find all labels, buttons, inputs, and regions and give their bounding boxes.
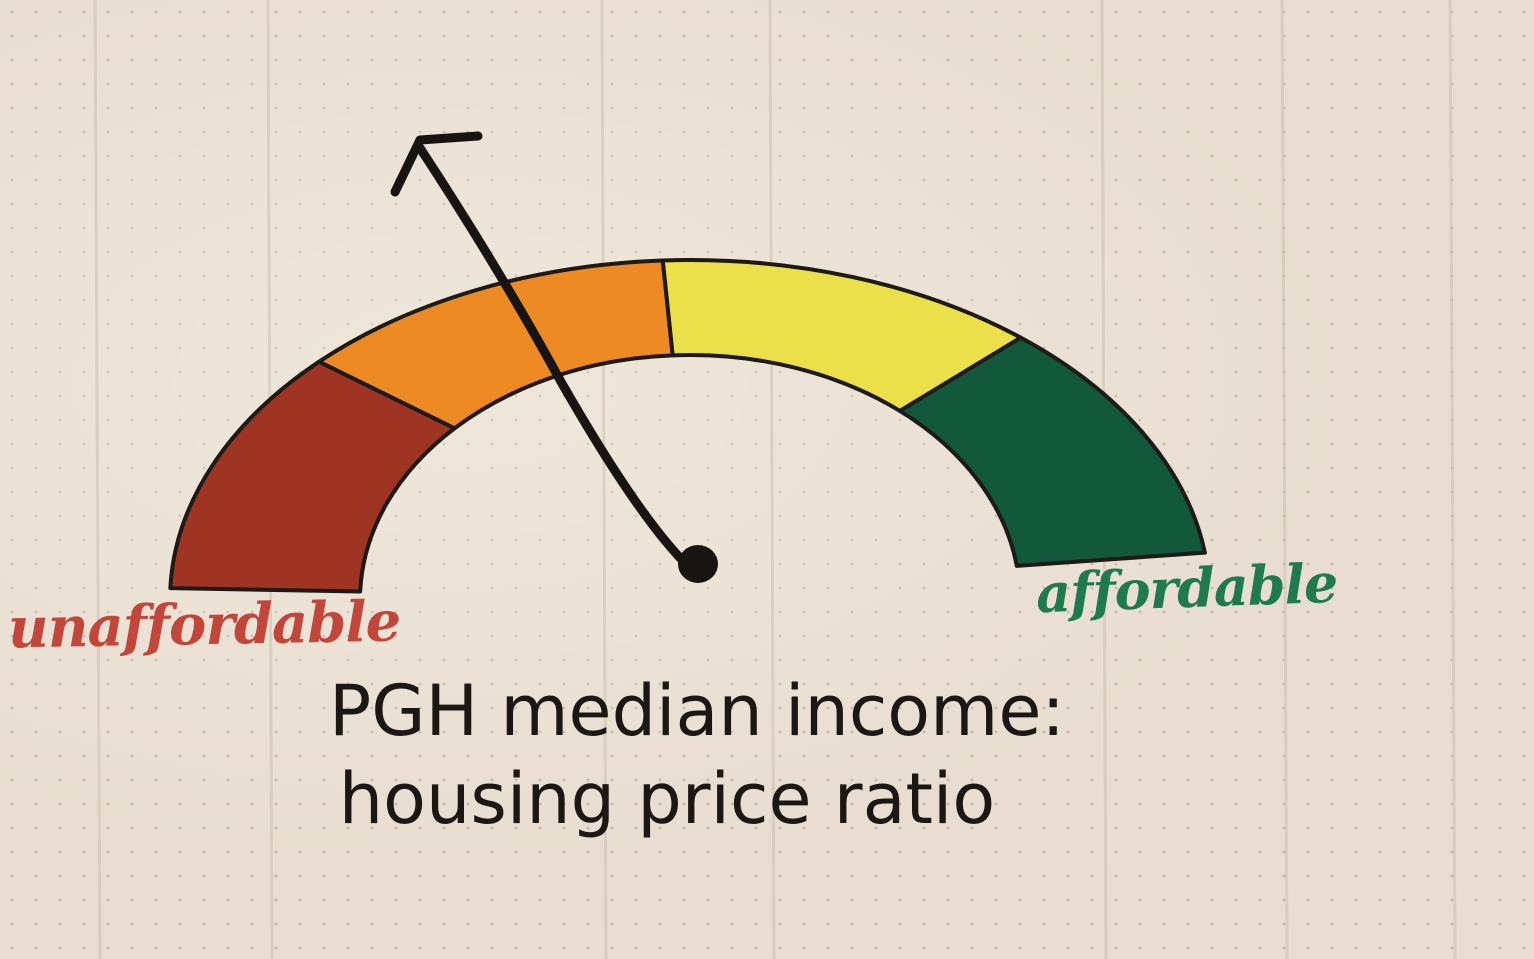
gauge-segment-green [897,335,1207,568]
needle-pivot [678,545,718,583]
gauge-arc [168,258,1207,594]
caption-line-2: housing price ratio [338,758,996,840]
needle-arrowhead [390,131,483,197]
gauge-needle [390,131,718,583]
affordable-label: affordable [1034,550,1339,626]
unaffordable-label: unaffordable [7,588,401,662]
gauge-caption: PGH median income: housing price ratio [0,668,1534,844]
needle-shaft [415,143,695,573]
caption-line-1: PGH median income: [329,670,1065,752]
